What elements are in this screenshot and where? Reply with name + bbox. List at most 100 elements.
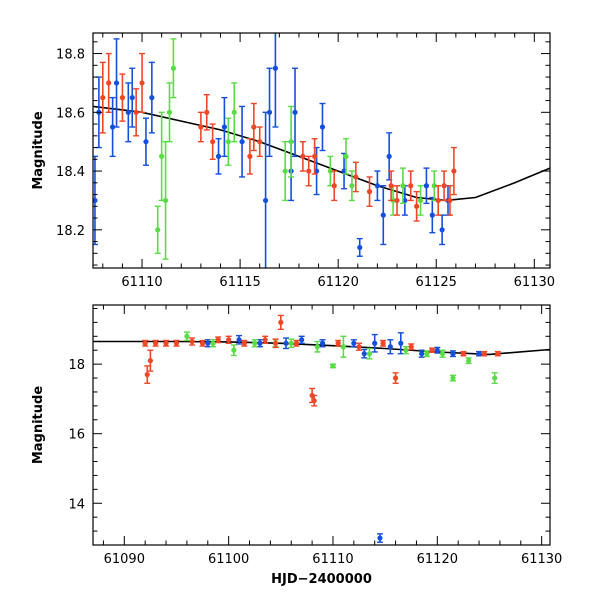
data-point	[466, 358, 472, 364]
data-point	[288, 340, 294, 346]
data-point	[247, 153, 253, 159]
x-tick-label: 61130	[521, 552, 562, 567]
data-point	[435, 197, 441, 204]
series-red	[142, 314, 501, 407]
data-point	[450, 351, 456, 357]
data-point	[408, 344, 414, 350]
data-point	[340, 344, 347, 350]
data-point	[236, 337, 242, 343]
data-point	[153, 340, 159, 346]
data-point	[266, 109, 273, 115]
data-point	[312, 153, 318, 159]
data-point	[210, 340, 216, 346]
data-point	[331, 183, 337, 189]
plot-frame	[92, 32, 551, 269]
data-point	[351, 340, 357, 346]
data-point	[357, 244, 363, 251]
data-point	[361, 351, 367, 357]
data-point	[460, 351, 466, 357]
data-point	[356, 344, 362, 350]
data-point	[173, 340, 180, 346]
data-point	[241, 340, 247, 346]
data-point	[327, 168, 333, 174]
data-point	[353, 174, 359, 180]
data-point	[226, 337, 232, 343]
data-point	[283, 340, 289, 346]
data-point	[119, 95, 126, 101]
data-point	[377, 535, 383, 541]
data-point	[439, 351, 446, 357]
data-point	[388, 183, 394, 189]
series-blue	[204, 332, 483, 543]
data-point	[293, 340, 300, 346]
y-tick-label: 14	[68, 497, 85, 512]
plot-area	[93, 314, 550, 543]
data-point	[204, 109, 210, 115]
data-point	[299, 337, 305, 343]
data-point	[400, 183, 406, 189]
data-point	[231, 347, 237, 353]
data-point	[221, 124, 228, 130]
plot-frame	[92, 304, 551, 546]
series-blue	[93, 33, 452, 268]
y-tick-label: 18	[68, 358, 85, 373]
data-point	[349, 183, 355, 189]
series-green	[154, 38, 438, 260]
data-point	[330, 363, 336, 369]
data-point	[205, 340, 211, 346]
y-tick-label: 18.2	[56, 224, 85, 239]
data-point	[129, 95, 135, 101]
data-point	[386, 153, 392, 159]
data-point	[450, 375, 456, 381]
data-point	[374, 183, 380, 189]
data-point	[429, 212, 435, 218]
data-point	[239, 139, 245, 145]
data-point	[408, 183, 414, 189]
x-tick-label: 61110	[312, 552, 353, 567]
data-point	[366, 189, 373, 195]
data-point	[198, 124, 204, 130]
data-point	[398, 340, 404, 346]
data-point	[447, 197, 453, 204]
data-point	[441, 183, 447, 189]
data-point	[142, 340, 148, 346]
data-point	[434, 347, 440, 353]
data-point	[163, 340, 169, 346]
data-point	[189, 338, 195, 345]
model-curve	[93, 105, 550, 202]
data-point	[162, 197, 169, 204]
data-point	[282, 168, 288, 174]
data-point	[215, 153, 222, 159]
data-point	[417, 197, 424, 204]
y-axis-label: Magnitude	[31, 111, 46, 190]
data-point	[495, 351, 501, 357]
data-point	[380, 212, 386, 218]
x-tick-label: 61100	[208, 552, 249, 567]
series-red	[99, 52, 457, 222]
y-tick-label: 18.6	[56, 106, 85, 121]
data-point	[144, 371, 150, 378]
data-point	[149, 95, 155, 101]
data-point	[93, 197, 98, 204]
data-point	[184, 333, 190, 339]
data-point	[306, 168, 312, 174]
data-point	[414, 203, 420, 209]
data-point	[439, 227, 445, 233]
x-tick-label: 61130	[514, 275, 555, 290]
data-point	[252, 340, 258, 346]
data-point	[110, 124, 116, 130]
data-point	[481, 351, 487, 357]
data-point	[125, 109, 131, 115]
data-point	[392, 375, 399, 381]
data-point	[272, 65, 279, 71]
x-tick-label: 61120	[317, 275, 358, 290]
bottom-panel: 61090 61100 61110 61120 61130 14 16 18 Magnitude…	[31, 304, 562, 587]
data-point	[343, 153, 349, 159]
data-point	[257, 340, 263, 346]
y-tick-label: 18.4	[56, 165, 85, 180]
data-point	[335, 340, 341, 346]
data-point	[380, 340, 386, 346]
data-point	[225, 139, 231, 145]
data-point	[251, 124, 257, 130]
